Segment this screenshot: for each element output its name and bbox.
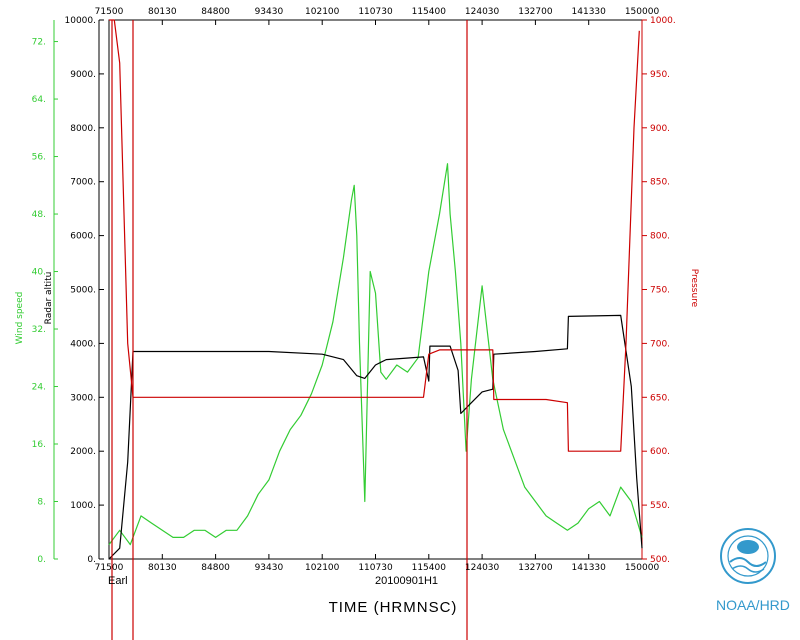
alt-axis-tick-label: 1000. [70, 501, 96, 511]
alt-axis-tick-label: 2000. [70, 447, 96, 457]
pres-axis-tick-label: 500. [650, 555, 670, 565]
wind-axis-tick-label: 32. [32, 325, 46, 335]
org-label: NOAA/HRD [716, 597, 790, 613]
wind-axis-tick-label: 72. [32, 38, 46, 48]
flight-label: 20100901H1 [375, 575, 438, 587]
alt-axis-tick-label: 5000. [70, 286, 96, 296]
x-tick-label-top: 124030 [465, 7, 500, 17]
x-tick-label-top: 84800 [201, 7, 230, 17]
x-tick-label-bottom: 102100 [305, 563, 340, 573]
x-tick-label-bottom: 80130 [148, 563, 177, 573]
x-tick-label-top: 115400 [412, 7, 447, 17]
pres-axis-tick-label: 600. [650, 447, 670, 457]
noaa-logo [718, 526, 778, 586]
x-tick-label-top: 141330 [572, 7, 607, 17]
x-tick-label-top: 110730 [358, 7, 393, 17]
wind-axis-tick-label: 64. [32, 95, 46, 105]
pres-axis-tick-label: 900. [650, 124, 670, 134]
x-axis-title: TIME (HRMNSC) [329, 599, 458, 616]
pres-axis-tick-label: 800. [650, 232, 670, 242]
wind-axis-tick-label: 8. [37, 498, 46, 508]
wind-axis-tick-label: 48. [32, 210, 46, 220]
x-tick-label-top: 102100 [305, 7, 340, 17]
wind-axis-tick-label: 16. [32, 440, 46, 450]
x-tick-label-bottom: 84800 [201, 563, 230, 573]
pres-axis-label: Pressure [689, 269, 699, 308]
series-line-pressure [109, 19, 640, 452]
pres-axis-tick-label: 650. [650, 393, 670, 403]
series-line-radar-altitude [108, 314, 643, 560]
storm-label: Earl [108, 575, 128, 587]
alt-axis-label: Radar altitu [44, 272, 54, 325]
series-line-wind-speed [108, 163, 643, 546]
x-tick-label-top: 93430 [255, 7, 284, 17]
x-tick-label-top: 80130 [148, 7, 177, 17]
alt-axis-tick-label: 3000. [70, 393, 96, 403]
alt-axis-tick-label: 10000. [65, 16, 97, 26]
x-tick-label-bottom: 115400 [412, 563, 447, 573]
wind-axis-tick-label: 56. [32, 153, 46, 163]
pres-axis-tick-label: 950. [650, 70, 670, 80]
x-tick-label-bottom: 141330 [572, 563, 607, 573]
pres-axis-tick-label: 750. [650, 286, 670, 296]
x-tick-label-bottom: 110730 [358, 563, 393, 573]
series-layer [108, 19, 643, 640]
x-tick-label-bottom: 132700 [518, 563, 553, 573]
x-tick-label-bottom: 93430 [255, 563, 284, 573]
plot-frame [108, 19, 643, 560]
x-tick-label-top: 150000 [625, 7, 660, 17]
wind-axis-label: Wind speed [15, 292, 25, 345]
alt-axis-tick-label: 4000. [70, 339, 96, 349]
x-tick-label-top: 132700 [518, 7, 553, 17]
wind-axis-tick-label: 24. [32, 383, 46, 393]
x-tick-label-bottom: 150000 [625, 563, 660, 573]
pres-axis-tick-label: 700. [650, 339, 670, 349]
ticks-layer [53, 19, 647, 560]
wind-axis-tick-label: 0. [37, 555, 46, 565]
labels-layer: 71500 80130 84800 93430 102100 110730 115400 12… [15, 7, 699, 616]
alt-axis-tick-label: 0. [87, 555, 96, 565]
alt-axis-tick-label: 6000. [70, 232, 96, 242]
pres-axis-tick-label: 550. [650, 501, 670, 511]
pres-axis-tick-label: 850. [650, 178, 670, 188]
x-tick-label-bottom: 71500 [95, 563, 124, 573]
alt-axis-tick-label: 8000. [70, 124, 96, 134]
x-tick-label-top: 71500 [95, 7, 124, 17]
x-tick-label-bottom: 124030 [465, 563, 500, 573]
pres-axis-tick-label: 1000. [650, 16, 676, 26]
alt-axis-tick-label: 7000. [70, 178, 96, 188]
alt-axis-tick-label: 9000. [70, 70, 96, 80]
wind-axis-tick-label: 40. [32, 268, 46, 278]
